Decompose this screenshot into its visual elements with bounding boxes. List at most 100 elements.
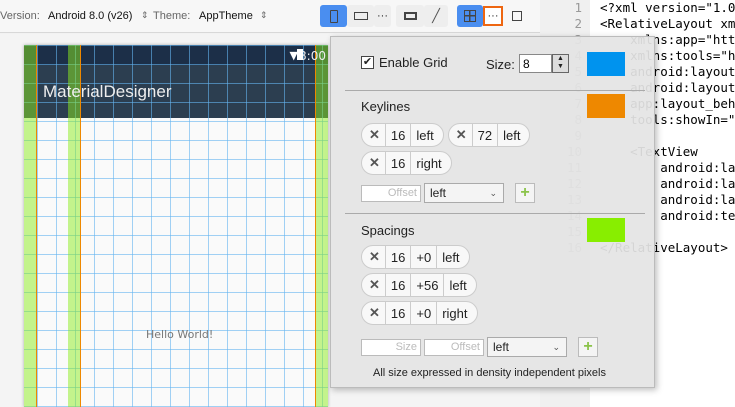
spacing-side: left	[436, 246, 468, 268]
theme-select[interactable]: AppTheme	[199, 10, 253, 22]
chevron-down-icon: ⌄	[489, 188, 497, 198]
divider	[345, 90, 645, 91]
landscape-button[interactable]	[347, 5, 374, 27]
code-line[interactable]: android:layout_w	[630, 64, 735, 79]
keyline	[315, 45, 316, 407]
spacing-band	[68, 45, 80, 407]
code-line[interactable]: android:text	[660, 208, 735, 223]
keyline-offset-input[interactable]: Offset	[361, 185, 421, 202]
app-title: MaterialDesigner	[43, 82, 172, 101]
remove-spacing-button[interactable]: ✕	[369, 305, 380, 320]
spacing-side-value: left	[493, 340, 510, 354]
version-select[interactable]: Android 8.0 (v26)	[48, 10, 133, 22]
remove-spacing-button[interactable]: ✕	[369, 277, 380, 292]
device-frame-button[interactable]	[396, 5, 424, 27]
spacing-size-input[interactable]: Size	[361, 339, 421, 356]
spacing-band	[24, 45, 36, 407]
portrait-button[interactable]	[320, 5, 347, 27]
code-line[interactable]: android:layo	[660, 192, 735, 207]
spacing-side-select[interactable]: left ⌄	[487, 337, 567, 357]
version-label: Version:	[0, 10, 40, 22]
keyline-side: left	[410, 124, 442, 146]
spacing-chip: ✕ 16 +0 left	[361, 245, 470, 269]
keyline	[80, 45, 81, 407]
wifi-icon: ▼	[289, 49, 298, 62]
spacing-offset-input[interactable]: Offset	[424, 339, 484, 356]
chevron-down-icon: ⌄	[552, 342, 560, 352]
orientation-more-button[interactable]: ···	[374, 5, 391, 27]
code-line[interactable]: android:layo	[660, 160, 735, 175]
spacing-offset: +56	[410, 274, 443, 296]
grid-size-stepper[interactable]: ▲ ▼	[552, 54, 569, 73]
units-footnote: All size expressed in density independen…	[373, 367, 606, 379]
spacing-color-swatch[interactable]	[587, 218, 625, 242]
grid-icon	[464, 10, 476, 22]
code-line[interactable]: android:layout_h	[630, 80, 735, 95]
version-chevron-icon: ⇕	[141, 10, 149, 20]
keyline-side-select[interactable]: left ⌄	[424, 183, 504, 203]
spacing-size: 16	[384, 274, 410, 296]
phone-landscape-icon	[353, 12, 368, 20]
spacing-chip: ✕ 16 +0 right	[361, 301, 478, 325]
code-line[interactable]: <?xml version="1.0"	[600, 0, 735, 15]
hello-world-textview[interactable]: Hello World!	[146, 328, 214, 341]
device-frame-icon	[403, 12, 417, 20]
grid-options-button[interactable]: ···	[483, 6, 503, 26]
remove-keyline-button[interactable]: ✕	[369, 155, 380, 170]
keyline-size: 16	[384, 124, 410, 146]
code-line[interactable]: xmlns:tools="htt	[630, 48, 735, 63]
keyline-chip: ✕ 16 right	[361, 151, 452, 175]
spacing-chip: ✕ 16 +56 left	[361, 273, 477, 297]
grid-color-swatch[interactable]	[587, 52, 625, 76]
grid-button[interactable]	[457, 5, 483, 27]
theme-chevron-icon: ⇕	[260, 10, 268, 20]
keyline-side: left	[497, 124, 529, 146]
spacing-list: ✕ 16 +0 left ✕ 16 +56 left ✕ 16 +0 right	[361, 245, 567, 325]
size-label: Size:	[486, 57, 515, 72]
code-line[interactable]: xmlns:app="http	[600, 32, 735, 47]
spacing-size: 16	[384, 246, 410, 268]
keyline-side: right	[410, 152, 450, 174]
code-line[interactable]: <RelativeLayout xmlns	[600, 16, 735, 31]
checkbox-check-icon: ✔	[361, 56, 374, 69]
spacing-band	[315, 45, 328, 407]
design-toolbar: Version: Android 8.0 (v26) ⇕ Theme: AppT…	[0, 0, 540, 33]
battery-icon	[297, 49, 303, 60]
keyline-size: 16	[384, 152, 410, 174]
keyline-list: ✕ 16 left ✕ 72 left ✕ 16 right	[361, 123, 567, 175]
code-line[interactable]: android:layo	[660, 176, 735, 191]
theme-brush-button[interactable]: ╱	[424, 5, 448, 27]
preview-options-button[interactable]	[507, 5, 527, 27]
code-line[interactable]: app:layout_behav	[630, 96, 735, 111]
phone-portrait-icon	[329, 9, 338, 23]
enable-grid-label: Enable Grid	[379, 55, 448, 70]
spacing-offset: +0	[410, 246, 436, 268]
keyline-chip: ✕ 16 left	[361, 123, 444, 147]
phone-preview: 8:00 ▼ MaterialDesigner Hello World!	[24, 45, 328, 407]
divider	[345, 213, 645, 214]
keyline-chip: ✕ 72 left	[447, 123, 531, 147]
grid-options-popup: ✔ Enable Grid Size: ▲▼ Keylines ✕16left✕…	[330, 36, 655, 388]
enable-grid-checkbox[interactable]: ✔ Enable Grid	[361, 55, 448, 70]
keyline-side-value: left	[430, 186, 447, 200]
grid-size-input[interactable]	[519, 54, 552, 73]
remove-keyline-button[interactable]: ✕	[369, 127, 380, 142]
code-line[interactable]: tools:showIn="@l	[630, 112, 735, 127]
brush-icon: ╱	[432, 8, 440, 23]
spacing-offset: +0	[410, 302, 436, 324]
line-number: 1	[574, 0, 582, 15]
add-keyline-button[interactable]: +	[515, 183, 535, 203]
spacing-size: 16	[384, 302, 410, 324]
line-number: 2	[574, 16, 582, 31]
keylines-title: Keylines	[361, 99, 411, 114]
theme-label: Theme:	[153, 10, 191, 22]
layout-preview-icon	[512, 11, 522, 21]
spacings-title: Spacings	[361, 223, 415, 238]
remove-keyline-button[interactable]: ✕	[455, 127, 467, 142]
spacing-side: left	[443, 274, 475, 296]
keyline-size: 72	[471, 124, 497, 146]
add-spacing-button[interactable]: +	[578, 337, 598, 357]
remove-spacing-button[interactable]: ✕	[369, 249, 380, 264]
spacing-side: right	[436, 302, 476, 324]
keyline-color-swatch[interactable]	[587, 94, 625, 118]
